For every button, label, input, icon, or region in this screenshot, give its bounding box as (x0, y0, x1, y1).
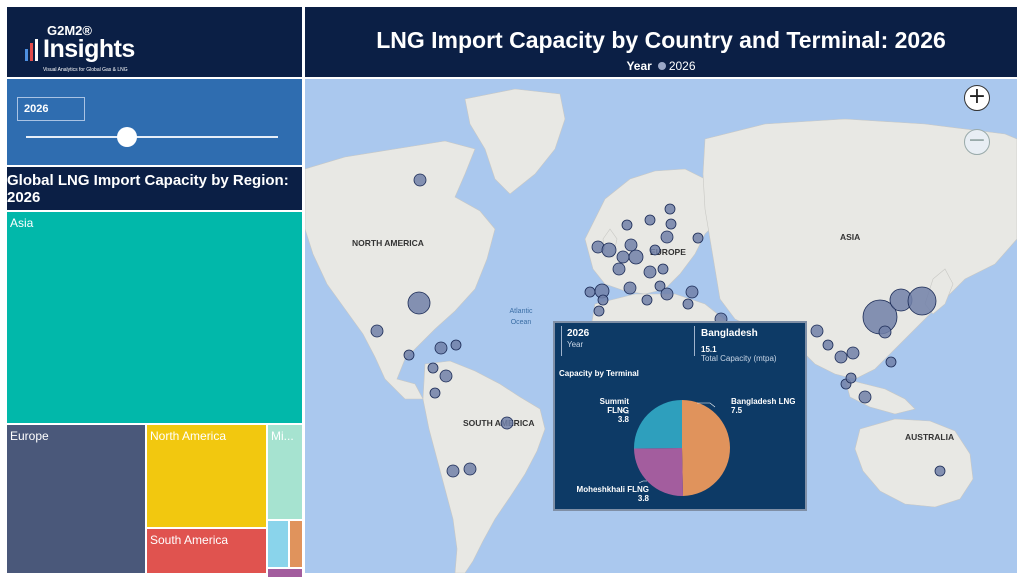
treemap-label: Europe (10, 429, 49, 443)
tooltip-country: Bangladesh (701, 328, 758, 339)
brand-logo: G2M2® Insights Visual Analytics for Glob… (7, 7, 302, 77)
label-asia: ASIA (840, 232, 860, 242)
year-input[interactable]: 2026 (17, 97, 85, 121)
landmass-north-america (305, 140, 496, 400)
treemap-tile-asia[interactable]: Asia (7, 212, 302, 423)
world-map[interactable]: NORTH AMERICA EUROPE ASIA SOUTH AMERICA … (305, 79, 1017, 573)
treemap-tile-middle-east[interactable]: Mi... (268, 425, 302, 519)
treemap-tile-south-america[interactable]: South America (147, 529, 266, 573)
terminal-pie-chart (620, 400, 730, 496)
map-legend: Year 2026 (305, 59, 1017, 73)
label-ocean: Ocean (511, 319, 532, 326)
treemap-title: Global LNG Import Capacity by Region: 20… (7, 167, 302, 210)
treemap-tile-other-2[interactable] (290, 521, 302, 567)
leader-line (620, 408, 629, 414)
legend-dot-icon (657, 62, 666, 70)
slice-value: 3.8 (637, 494, 649, 503)
slice-value: 3.8 (617, 415, 629, 424)
year-slicer: 2026 (7, 79, 302, 165)
slice-label-bangladesh-lng: Bangladesh LNG 7.5 (731, 397, 795, 415)
leader-line (697, 402, 716, 408)
slice-label-summit-flng: Summit FLNG 3.8 (577, 397, 629, 424)
year-slider-thumb[interactable] (116, 127, 137, 147)
tooltip-total: 15.1 (701, 345, 717, 354)
tooltip-year-label: Year (567, 340, 584, 349)
leader-line (638, 480, 647, 484)
label-australia: AUSTRALIA (905, 432, 954, 442)
zoom-out-button[interactable]: − (964, 129, 990, 155)
treemap-tile-europe[interactable]: Europe (7, 425, 145, 573)
label-europe: EUROPE (650, 247, 686, 257)
slice-label-moheshkhali-flng: Moheshkhali FLNG 3.8 (567, 485, 649, 503)
treemap-label: Mi... (271, 429, 294, 443)
pie-slice-moheshkhali-flng[interactable] (634, 448, 683, 496)
brand-small: G2M2® (47, 23, 92, 38)
legend-value: 2026 (668, 59, 696, 73)
pie-slice-summit-flng[interactable] (634, 400, 682, 449)
terminal-bubbles[interactable] (370, 173, 946, 478)
landmass-asia (702, 118, 1017, 380)
slice-name: Bangladesh LNG (731, 397, 796, 406)
pie-slice-bangladesh-lng[interactable] (682, 400, 730, 496)
brand-name: Insights (43, 35, 135, 63)
treemap-label: Asia (10, 216, 34, 230)
treemap-tile-other-1[interactable] (268, 521, 288, 567)
landmass-greenland (464, 88, 566, 195)
tooltip-pie-title: Capacity by Terminal (559, 369, 639, 378)
treemap-label: South America (150, 533, 229, 547)
slice-value: 7.5 (731, 406, 743, 415)
label-atlantic: Atlantic (510, 308, 533, 315)
tooltip-divider (561, 326, 562, 356)
label-north-america: NORTH AMERICA (352, 238, 424, 248)
tooltip-year: 2026 (567, 328, 590, 339)
treemap-label: North America (150, 429, 227, 443)
landmass-south-america (422, 360, 546, 573)
tooltip-divider (694, 326, 695, 356)
legend-label: Year (626, 59, 652, 73)
label-south-america: SOUTH AMERICA (463, 418, 534, 428)
year-slider-track[interactable] (26, 136, 278, 138)
map-header: LNG Import Capacity by Country and Termi… (305, 7, 1017, 77)
slice-name: Summit FLNG (599, 397, 629, 415)
treemap-tile-other-3[interactable] (268, 569, 302, 577)
tooltip-total-label: Total Capacity (mtpa) (701, 354, 777, 363)
treemap-tile-north-america[interactable]: North America (147, 425, 266, 527)
brand-tagline: Visual Analytics for Global Gas & LNG (43, 67, 128, 73)
slice-name: Moheshkhali FLNG (576, 485, 649, 494)
landmass-sea-islands (844, 378, 916, 415)
map-title: LNG Import Capacity by Country and Termi… (376, 27, 946, 53)
landmass-australia (854, 418, 974, 508)
bar-chart-icon (25, 39, 38, 61)
zoom-in-button[interactable]: + (964, 85, 990, 111)
country-tooltip: 2026 Year Bangladesh 15.1 Total Capacity… (553, 321, 807, 511)
